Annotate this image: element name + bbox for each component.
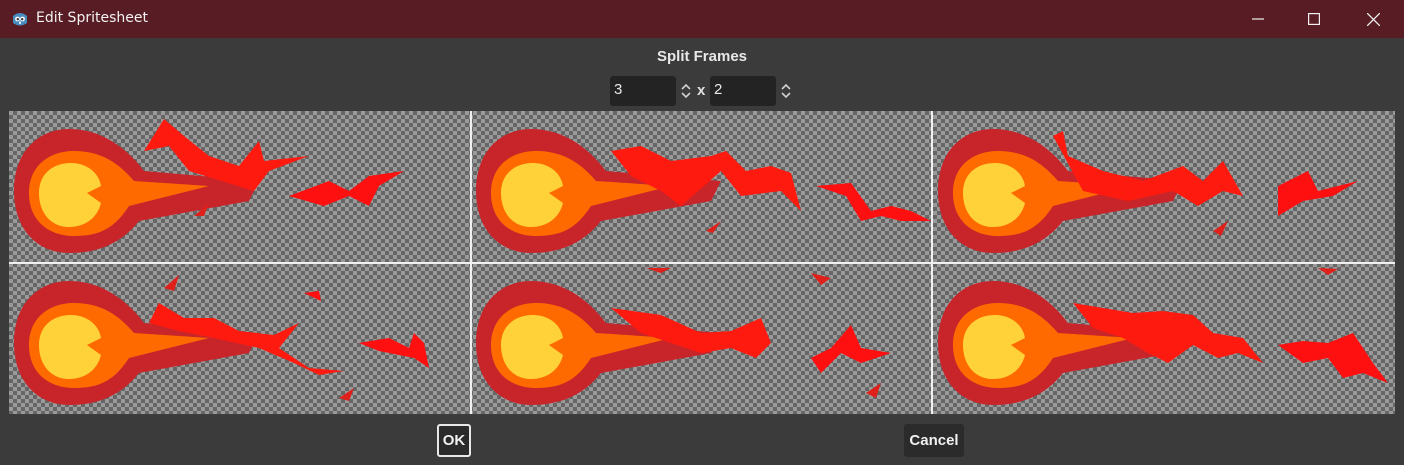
times-separator: x: [697, 82, 706, 99]
spritesheet-preview[interactable]: [9, 111, 1395, 414]
maximize-icon: [1308, 13, 1320, 25]
close-icon: [1366, 12, 1380, 26]
title-bar[interactable]: Edit Spritesheet: [0, 0, 1404, 38]
spin-arrows-icon[interactable]: [780, 82, 792, 100]
minimize-button[interactable]: [1230, 0, 1286, 38]
maximize-button[interactable]: [1286, 0, 1342, 38]
sprite-frame-4[interactable]: [9, 263, 470, 414]
split-frames-label: Split Frames: [656, 48, 748, 65]
sprite-frame-2[interactable]: [471, 111, 932, 262]
window-title: Edit Spritesheet: [36, 10, 148, 26]
minimize-icon: [1252, 18, 1264, 20]
horizontal-frames-input[interactable]: 3: [610, 76, 676, 106]
spin-arrows-icon[interactable]: [680, 82, 692, 100]
horizontal-frames-spinbox[interactable]: 3: [610, 76, 692, 106]
sprite-frame-6[interactable]: [933, 263, 1394, 414]
sprite-frame-5[interactable]: [471, 263, 932, 414]
sprite-frame-1[interactable]: [9, 111, 470, 262]
cancel-button[interactable]: Cancel: [904, 424, 964, 457]
close-button[interactable]: [1345, 0, 1401, 38]
ok-button[interactable]: OK: [437, 424, 471, 457]
godot-app-icon: [10, 9, 30, 29]
vertical-frames-spinbox[interactable]: 2: [710, 76, 792, 106]
frame-divider-horizontal: [9, 262, 1395, 264]
sprite-frame-3[interactable]: [933, 111, 1394, 262]
vertical-frames-input[interactable]: 2: [710, 76, 776, 106]
